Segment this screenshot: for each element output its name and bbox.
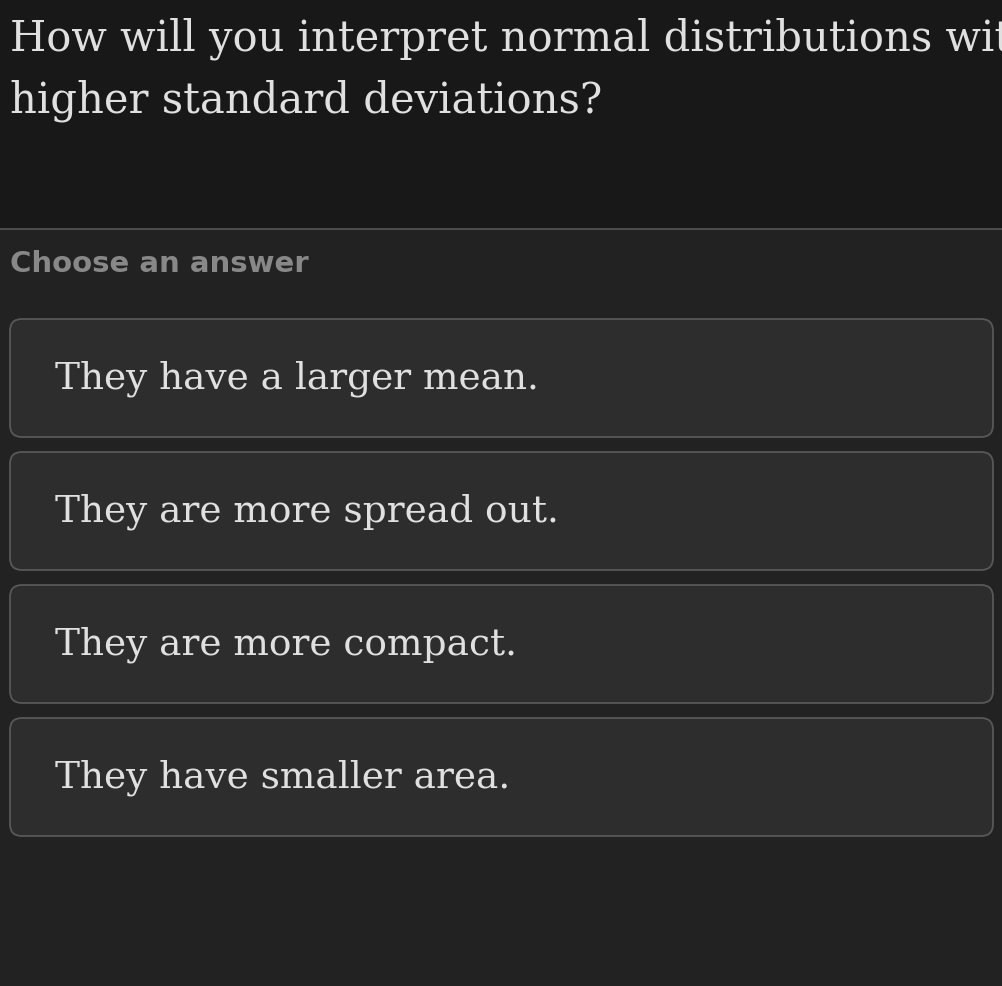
Bar xyxy=(0,0,1002,230)
Bar xyxy=(0,230,1002,986)
FancyBboxPatch shape xyxy=(10,319,992,438)
Text: Choose an answer: Choose an answer xyxy=(10,249,309,278)
FancyBboxPatch shape xyxy=(10,718,992,836)
Text: They are more spread out.: They are more spread out. xyxy=(55,493,558,529)
Text: How will you interpret normal distributions with: How will you interpret normal distributi… xyxy=(10,18,1002,60)
Text: They have a larger mean.: They have a larger mean. xyxy=(55,361,538,396)
Text: They have smaller area.: They have smaller area. xyxy=(55,759,510,796)
FancyBboxPatch shape xyxy=(10,453,992,571)
Text: higher standard deviations?: higher standard deviations? xyxy=(10,80,601,122)
Text: They are more compact.: They are more compact. xyxy=(55,626,516,663)
FancyBboxPatch shape xyxy=(10,586,992,703)
